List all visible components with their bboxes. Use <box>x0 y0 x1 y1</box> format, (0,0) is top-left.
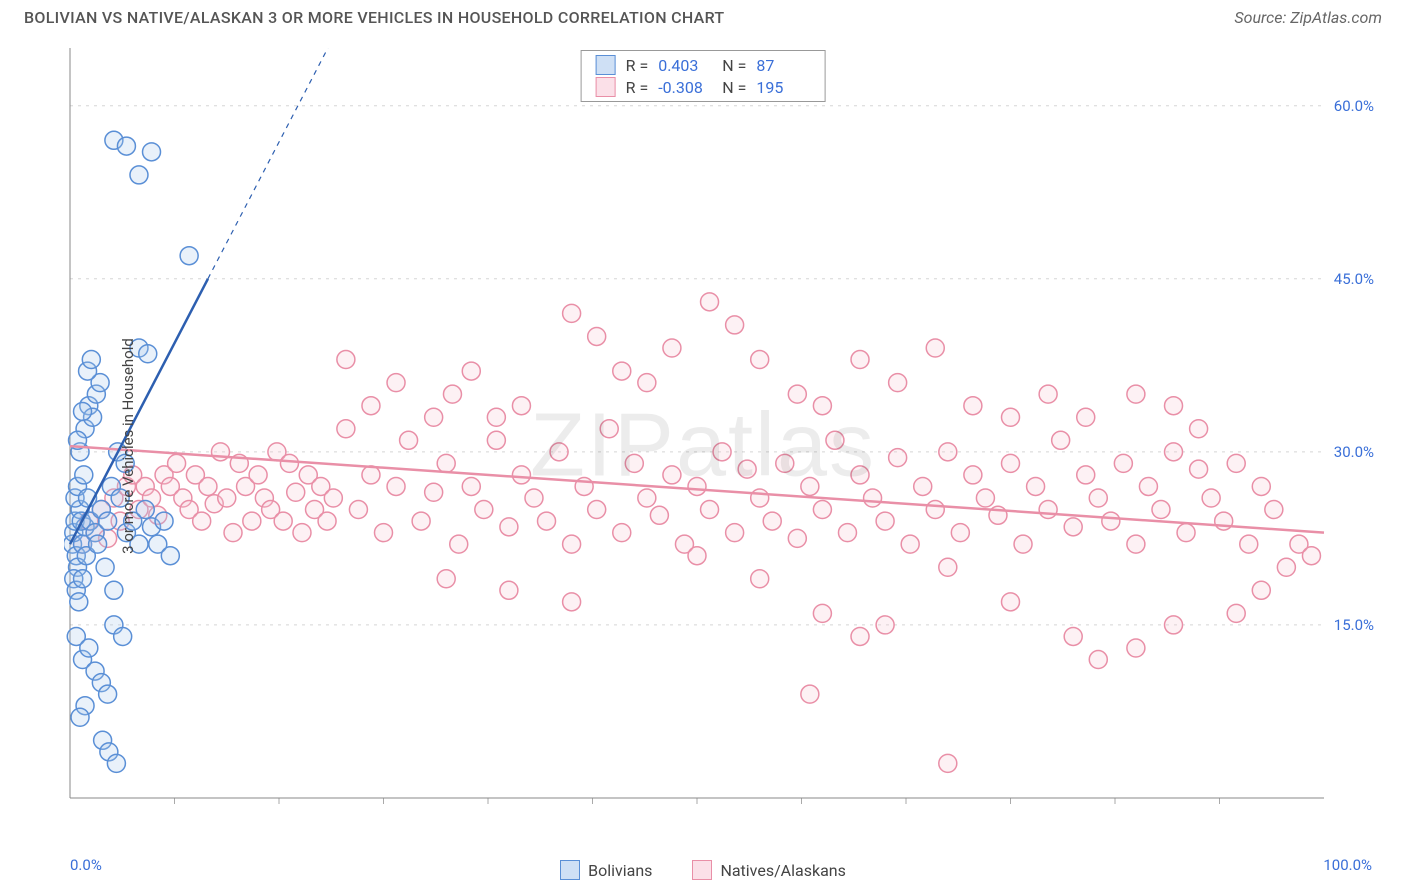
r-value-natives: -0.308 <box>658 78 712 97</box>
stats-row-bolivians: R = 0.403 N = 87 <box>596 55 811 75</box>
y-tick-label: 15.0% <box>1334 616 1374 634</box>
chart-title: BOLIVIAN VS NATIVE/ALASKAN 3 OR MORE VEH… <box>24 8 724 27</box>
source-attribution: Source: ZipAtlas.com <box>1234 8 1382 27</box>
swatch-natives <box>596 77 616 97</box>
y-axis-label: 3 or more Vehicles in Household <box>119 338 137 554</box>
stats-legend-box: R = 0.403 N = 87 R = -0.308 N = 195 <box>581 50 826 102</box>
legend-item-bolivians: Bolivians <box>560 860 652 880</box>
n-value-bolivians: 87 <box>756 56 810 75</box>
legend-swatch-bolivians <box>560 860 580 880</box>
scatter-plot <box>64 48 1394 818</box>
bottom-legend: Bolivians Natives/Alaskans <box>0 860 1406 880</box>
y-tick-label: 30.0% <box>1334 443 1374 461</box>
n-value-natives: 195 <box>756 78 810 97</box>
legend-swatch-natives <box>692 860 712 880</box>
r-value-bolivians: 0.403 <box>658 56 712 75</box>
swatch-bolivians <box>596 55 616 75</box>
legend-label-natives: Natives/Alaskans <box>720 861 845 880</box>
stats-row-natives: R = -0.308 N = 195 <box>596 77 811 97</box>
y-tick-label: 60.0% <box>1334 97 1374 115</box>
legend-item-natives: Natives/Alaskans <box>692 860 845 880</box>
chart-area: 3 or more Vehicles in Household ZIPatlas… <box>24 48 1382 844</box>
legend-label-bolivians: Bolivians <box>588 861 652 880</box>
y-tick-label: 45.0% <box>1334 270 1374 288</box>
